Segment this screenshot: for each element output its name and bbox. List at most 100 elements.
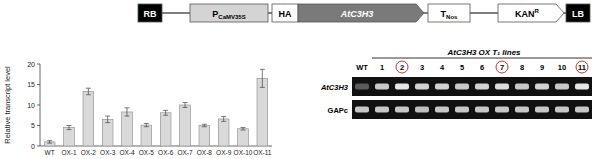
- error-cap: [260, 87, 265, 88]
- error-stem: [223, 116, 224, 121]
- error-cap: [105, 116, 110, 117]
- bar: [218, 119, 229, 146]
- lane-label: 6: [480, 63, 484, 72]
- error-stem: [69, 126, 70, 130]
- gel-band: [475, 84, 489, 90]
- error-stem: [243, 128, 244, 130]
- x-tick-label: OX-11: [253, 149, 272, 156]
- error-cap: [67, 129, 72, 130]
- error-bar: [125, 108, 130, 116]
- x-tick-label: OX-3: [100, 149, 116, 156]
- construct-label: PCaMV35S: [212, 9, 245, 20]
- construct-label: LB: [572, 9, 584, 19]
- error-stem: [185, 103, 186, 108]
- error-bar: [202, 124, 207, 126]
- error-cap: [86, 94, 91, 95]
- y-tick: [37, 64, 40, 65]
- lane-label: 7: [500, 63, 504, 72]
- x-tick-label: OX-7: [177, 149, 193, 156]
- error-cap: [144, 123, 149, 124]
- y-tick: [37, 105, 40, 106]
- error-cap: [241, 130, 246, 131]
- gel-strip: [352, 100, 592, 119]
- gel-band: [535, 84, 549, 90]
- error-bar: [163, 110, 168, 115]
- construct-box: [190, 4, 268, 22]
- lane-label: 10: [558, 63, 566, 72]
- error-cap: [125, 116, 130, 117]
- gel-band: [575, 107, 589, 113]
- gel-band: [515, 107, 529, 113]
- bar: [122, 112, 133, 146]
- error-cap: [47, 140, 52, 141]
- construct-box: [272, 4, 298, 22]
- error-stem: [165, 110, 166, 115]
- gel-band: [435, 84, 449, 90]
- gel-band: [395, 84, 409, 90]
- y-tick-label: 10: [27, 102, 35, 109]
- label-main: LB: [572, 9, 584, 19]
- construct-box: [428, 4, 470, 22]
- bar: [64, 128, 75, 146]
- title-rule: [372, 58, 592, 59]
- gel-band: [475, 107, 489, 113]
- label-main: KAN: [515, 9, 535, 19]
- bar: [83, 91, 94, 146]
- construct-label: RB: [144, 9, 157, 19]
- gel-band: [555, 107, 569, 113]
- gel-band: [455, 107, 469, 113]
- gel-strip: [352, 77, 592, 96]
- gel-band: [375, 107, 389, 113]
- y-tick-label: 0: [31, 143, 35, 150]
- error-cap: [260, 69, 265, 70]
- lane-label: 3: [420, 63, 424, 72]
- bar-chart: Relative transcript level05101520WTOX-1O…: [3, 61, 272, 157]
- error-cap: [86, 88, 91, 89]
- x-tick-label: OX-4: [119, 149, 135, 156]
- label-sup: R: [535, 8, 540, 14]
- x-tick-label: OX-1: [61, 149, 77, 156]
- gel-band: [515, 84, 529, 90]
- lane-label: 4: [440, 63, 445, 72]
- x-tick-label: OX-5: [139, 149, 155, 156]
- error-cap: [221, 116, 226, 117]
- error-bar: [47, 141, 52, 143]
- gel-band: [415, 84, 429, 90]
- error-cap: [221, 121, 226, 122]
- error-cap: [125, 107, 130, 108]
- gel: AtC3H3 OX T₁ linesWT1234567891011AtC3H3G…: [320, 48, 592, 119]
- bar: [102, 119, 113, 146]
- figure: RBPCaMV35SHAAtC3H3TNosKANRLBRelative tra…: [0, 0, 599, 159]
- construct-arrow: [498, 4, 564, 22]
- error-stem: [49, 141, 50, 143]
- error-bar: [241, 128, 246, 130]
- construct-label: TNos: [441, 9, 458, 20]
- x-tick-label: WT: [45, 149, 55, 156]
- y-tick: [37, 84, 40, 85]
- x-tick-label: OX-10: [234, 149, 253, 156]
- construct-label: HA: [279, 9, 292, 19]
- bar: [141, 125, 152, 146]
- error-cap: [202, 124, 207, 125]
- y-axis-label: Relative transcript level: [3, 66, 12, 144]
- error-stem: [204, 124, 205, 126]
- lane-label: WT: [356, 63, 368, 72]
- x-axis: [40, 146, 272, 147]
- lane-circle: [396, 61, 408, 73]
- error-cap: [202, 126, 207, 127]
- bars: [44, 69, 267, 146]
- bar: [257, 78, 268, 146]
- x-tick-label: OX-6: [158, 149, 174, 156]
- error-cap: [144, 126, 149, 127]
- y-tick-label: 15: [27, 81, 35, 88]
- lane-label: 1: [380, 63, 384, 72]
- error-cap: [67, 125, 72, 126]
- error-stem: [262, 69, 263, 87]
- label-main: RB: [144, 9, 157, 19]
- lane-circle: [496, 61, 508, 73]
- gel-band: [355, 84, 369, 90]
- label-sub: CaMV35S: [218, 14, 245, 20]
- error-bar: [260, 69, 265, 87]
- construct-box: [566, 4, 590, 22]
- error-cap: [163, 115, 168, 116]
